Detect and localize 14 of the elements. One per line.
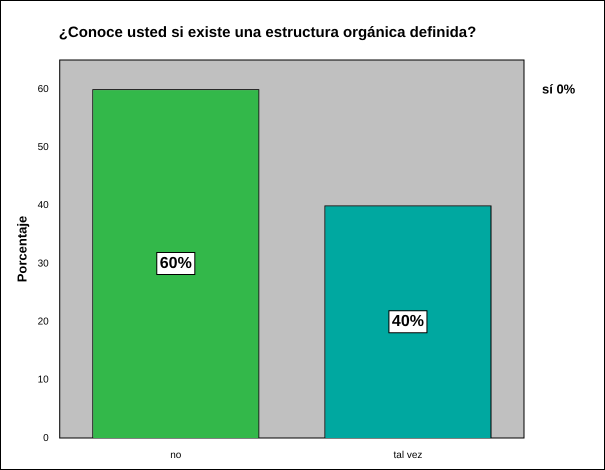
x-tick-label: no xyxy=(170,450,182,461)
chart-title: ¿Conoce usted si existe una estructura orgánica definida? xyxy=(58,24,476,42)
y-tick-label: 30 xyxy=(38,258,50,270)
y-tick-label: 0 xyxy=(43,432,50,444)
y-tick-label: 20 xyxy=(38,316,50,328)
data-label: 40% xyxy=(392,313,424,330)
text: sí 0% xyxy=(542,82,576,97)
x-tick-label: tal vez xyxy=(393,450,422,461)
y-tick-label: 60 xyxy=(38,84,50,95)
y-axis-title: Porcentaje xyxy=(14,216,30,282)
y-tick-label: 10 xyxy=(38,374,50,386)
data-label: 60% xyxy=(160,254,192,272)
y-tick-label: 40 xyxy=(38,200,50,212)
y-tick-label: 50 xyxy=(38,142,50,153)
